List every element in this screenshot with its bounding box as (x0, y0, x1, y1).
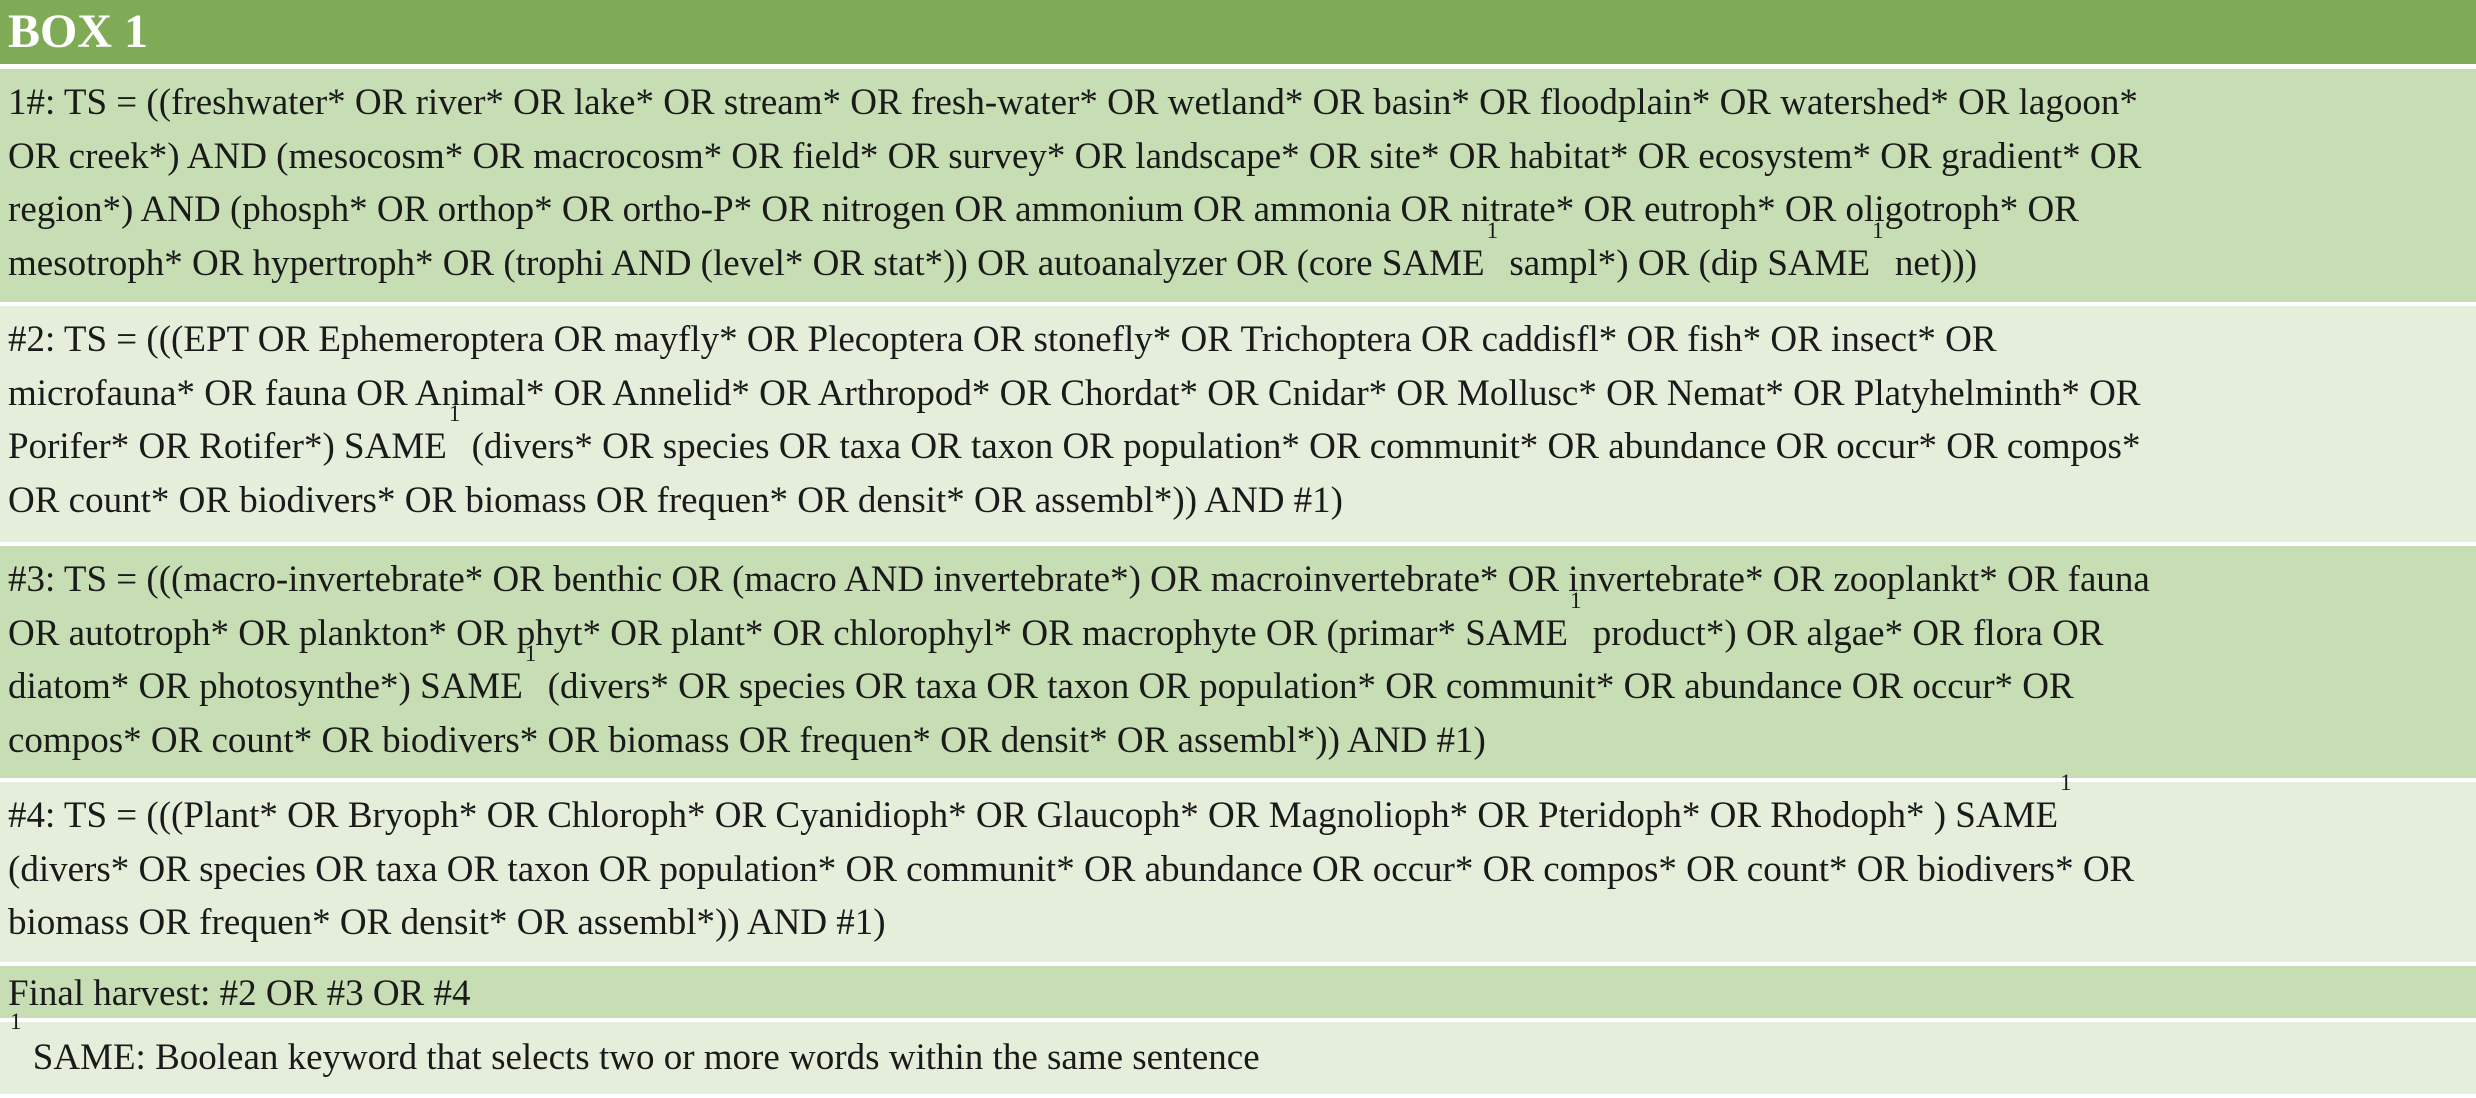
query-2-line-3-part-a: Porifer* OR Rotifer*) SAME (8, 426, 447, 467)
footnote-ref: 1 (448, 401, 461, 426)
query-1-line-3: region*) AND (phosph* OR orthop* OR orth… (8, 189, 2079, 230)
query-1-line-4-part-a: mesotroph* OR hypertroph* OR (trophi AND… (8, 242, 1485, 284)
final-harvest-text: Final harvest: #2 OR #3 OR #4 (8, 973, 471, 1014)
query-row-2: #2: TS = (((EPT OR Ephemeroptera OR mayf… (0, 306, 2476, 546)
query-3-line-4: compos* OR count* OR biodivers* OR bioma… (8, 719, 1486, 761)
query-1-line-4-part-c: net))) (1885, 242, 1978, 284)
final-harvest-row: Final harvest: #2 OR #3 OR #4 (0, 966, 2476, 1022)
query-4-line-2: (divers* OR species OR taxa OR taxon OR … (8, 848, 2135, 890)
query-3-line-2-part-a: OR autotroph* OR plankton* OR phyt* OR p… (8, 612, 1569, 654)
query-3-line-2: OR autotroph* OR plankton* OR phyt* OR p… (8, 589, 2468, 661)
footnote-ref: 1 (2060, 770, 2072, 795)
box-title: BOX 1 (0, 0, 2476, 64)
query-3-line-3-part-b: (divers* OR species OR taxa OR taxon OR … (538, 666, 2074, 707)
query-1-line-1: 1#: TS = ((freshwater* OR river* OR lake… (8, 82, 2138, 123)
query-3-line-2-part-b: product*) OR algae* OR flora OR (1583, 612, 2104, 654)
query-row-1: 1#: TS = ((freshwater* OR river* OR lake… (0, 69, 2476, 306)
query-2-line-3: Porifer* OR Rotifer*) SAME1 (divers* OR … (8, 402, 2468, 474)
query-2-line-4: OR count* OR biodivers* OR biomass OR fr… (8, 479, 1343, 521)
footnote-ref: 1 (524, 641, 537, 666)
footnote-ref: 1 (1486, 217, 1499, 243)
query-3-line-3: diatom* OR photosynthe*) SAME1 (divers* … (8, 642, 2468, 714)
query-row-3: #3: TS = (((macro-invertebrate* OR benth… (0, 546, 2476, 782)
query-4-line-1: #4: TS = (((Plant* OR Bryoph* OR Chlorop… (8, 771, 2468, 843)
query-2-line-2: microfauna* OR fauna OR Animal* OR Annel… (8, 372, 2141, 414)
query-2-line-3-part-b: (divers* OR species OR taxa OR taxon OR … (462, 426, 2141, 467)
query-1-line-4: mesotroph* OR hypertroph* OR (trophi AND… (8, 219, 2468, 291)
query-3-line-1: #3: TS = (((macro-invertebrate* OR benth… (8, 559, 2150, 600)
query-row-4: #4: TS = (((Plant* OR Bryoph* OR Chlorop… (0, 771, 2476, 966)
query-3-line-3-part-a: diatom* OR photosynthe*) SAME (8, 666, 523, 707)
query-2-line-1: #2: TS = (((EPT OR Ephemeroptera OR mayf… (8, 319, 1997, 360)
footnote-marker: 1 (10, 1009, 22, 1034)
footnote: 1 SAME: Boolean keyword that selects two… (8, 1010, 2468, 1088)
footnote-ref: 1 (1570, 587, 1582, 613)
query-4-line-1-part-a: #4: TS = (((Plant* OR Bryoph* OR Chlorop… (8, 795, 2059, 836)
query-1-line-4-part-b: sampl*) OR (dip SAME (1500, 242, 1871, 284)
query-1-line-2: OR creek*) AND (mesocosm* OR macrocosm* … (8, 135, 2142, 177)
header-divider (0, 64, 2476, 69)
footnote-ref: 1 (1872, 217, 1884, 243)
footnote-row: 1 SAME: Boolean keyword that selects two… (0, 1010, 2476, 1094)
footnote-text: SAME: Boolean keyword that selects two o… (23, 1037, 1260, 1078)
query-4-line-3: biomass OR frequen* OR densit* OR assemb… (8, 902, 886, 943)
